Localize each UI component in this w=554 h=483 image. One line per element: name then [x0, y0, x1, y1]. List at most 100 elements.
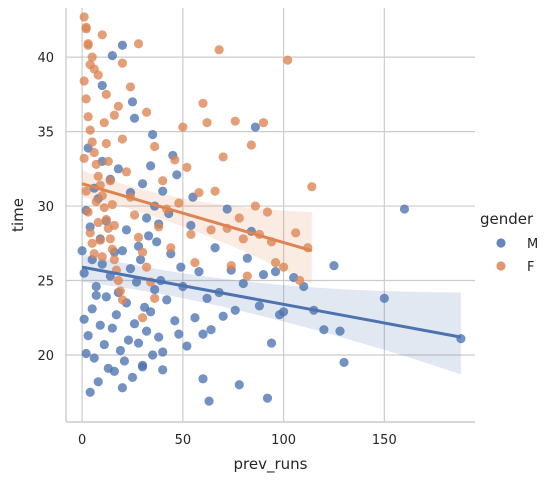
- point-F: [93, 171, 103, 181]
- point-M: [137, 362, 148, 372]
- point-F: [87, 238, 97, 248]
- tick-labels: 0 50 100 150 20 25 30 35 40: [37, 51, 396, 448]
- point-F: [113, 275, 123, 286]
- legend: gender MF: [480, 210, 538, 275]
- point-F: [117, 295, 128, 305]
- x-tick-label: 150: [372, 433, 397, 448]
- point-M: [148, 129, 158, 140]
- point-M: [210, 243, 220, 253]
- point-F: [154, 222, 164, 232]
- point-F: [178, 122, 188, 132]
- point-F: [170, 155, 180, 165]
- point-M: [262, 393, 273, 403]
- point-M: [89, 353, 99, 363]
- point-F: [113, 101, 123, 111]
- point-F: [291, 228, 301, 238]
- point-F: [105, 234, 115, 244]
- point-M: [150, 284, 160, 295]
- point-F: [117, 134, 128, 144]
- regression-line-F: [81, 182, 313, 253]
- point-M: [83, 331, 93, 341]
- point-F: [214, 45, 224, 55]
- ci-band-F: [82, 170, 312, 284]
- point-F: [278, 262, 289, 272]
- point-F: [234, 213, 244, 223]
- point-M: [152, 237, 162, 247]
- point-F: [83, 207, 93, 217]
- point-M: [158, 365, 168, 375]
- point-M: [85, 387, 95, 397]
- point-F: [89, 249, 99, 259]
- point-F: [190, 258, 200, 268]
- point-M: [81, 348, 91, 359]
- point-M: [194, 266, 204, 277]
- point-M: [270, 266, 281, 277]
- point-M: [190, 313, 200, 323]
- point-F: [166, 243, 176, 253]
- point-F: [79, 76, 89, 86]
- point-F: [89, 64, 99, 74]
- point-M: [254, 301, 265, 311]
- point-M: [93, 377, 103, 387]
- point-M: [121, 225, 132, 235]
- point-M: [107, 51, 117, 61]
- point-M: [329, 261, 339, 271]
- point-F: [307, 182, 317, 192]
- point-M: [111, 310, 121, 320]
- point-F: [186, 229, 196, 239]
- point-M: [131, 277, 142, 287]
- point-M: [133, 338, 144, 348]
- point-F: [107, 244, 117, 254]
- point-M: [123, 335, 134, 345]
- point-F: [121, 167, 132, 177]
- point-M: [222, 204, 232, 214]
- point-M: [339, 357, 349, 368]
- point-M: [115, 345, 125, 356]
- point-F: [97, 30, 107, 40]
- point-F: [81, 186, 91, 196]
- point-F: [125, 82, 136, 92]
- point-F: [270, 258, 281, 268]
- point-F: [258, 118, 269, 128]
- regression-line-M: [81, 265, 462, 339]
- point-M: [117, 40, 128, 50]
- x-tick-label: 0: [78, 433, 86, 448]
- x-axis-label: prev_runs: [234, 455, 308, 474]
- point-F: [83, 112, 93, 122]
- point-M: [242, 253, 252, 263]
- point-M: [234, 380, 244, 390]
- point-M: [182, 341, 192, 351]
- point-M: [109, 366, 119, 376]
- point-M: [127, 372, 138, 382]
- point-M: [101, 292, 111, 302]
- point-M: [174, 329, 184, 339]
- point-M: [170, 316, 180, 326]
- point-F: [150, 141, 160, 152]
- point-M: [91, 290, 101, 301]
- point-F: [230, 116, 240, 126]
- point-M: [79, 314, 89, 324]
- point-M: [95, 320, 105, 330]
- point-F: [206, 225, 216, 235]
- point-F: [81, 22, 91, 32]
- point-F: [99, 202, 109, 213]
- legend-label-F: F: [527, 260, 534, 275]
- point-M: [258, 269, 269, 280]
- point-M: [144, 231, 154, 241]
- point-M: [117, 383, 128, 393]
- point-M: [399, 204, 410, 214]
- point-M: [79, 268, 89, 278]
- point-F: [137, 313, 148, 323]
- point-F: [218, 152, 228, 162]
- point-F: [105, 176, 115, 186]
- legend-marker-M: [496, 238, 506, 248]
- point-F: [202, 118, 212, 128]
- point-F: [85, 125, 95, 135]
- point-F: [101, 89, 111, 99]
- point-F: [91, 159, 101, 169]
- point-M: [91, 281, 101, 292]
- point-M: [335, 326, 345, 336]
- point-M: [198, 329, 208, 339]
- y-tick-label: 20: [37, 349, 54, 364]
- point-F: [79, 153, 89, 164]
